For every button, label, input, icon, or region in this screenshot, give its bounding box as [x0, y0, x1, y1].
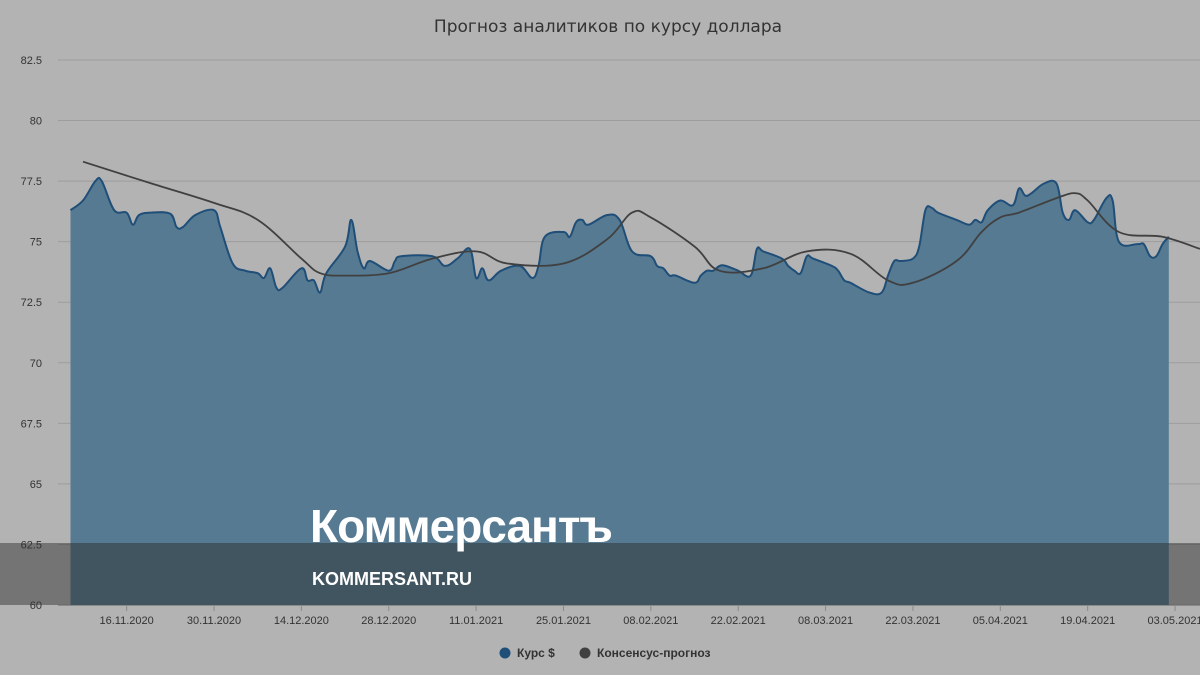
legend-item-rate[interactable]: Курс $ — [499, 646, 556, 660]
x-tick-label: 22.03.2021 — [885, 615, 940, 627]
x-tick-label: 14.12.2020 — [274, 615, 329, 627]
x-tick-label: 11.01.2021 — [449, 615, 503, 627]
y-tick-label: 67.5 — [21, 418, 42, 430]
legend-label-consensus: Консенсус-прогноз — [597, 646, 711, 660]
legend-marker-consensus — [579, 647, 591, 659]
x-tick-label: 05.04.2021 — [973, 615, 1028, 627]
x-tick-label: 25.01.2021 — [536, 615, 591, 627]
x-tick-label: 16.11.2020 — [100, 615, 154, 627]
series-line-rate — [69, 176, 1170, 296]
series-layer — [69, 160, 1200, 605]
axes: 60 62.5 65 67.5 70 72.5 75 77.5 80 82.5 16.11.2020… — [21, 55, 1200, 627]
legend-label-rate: Курс $ — [517, 646, 555, 660]
y-tick-label: 77.5 — [21, 176, 42, 188]
series-line-consensus — [82, 160, 1200, 286]
y-tick-label: 62.5 — [21, 539, 42, 551]
x-tick-label: 08.03.2021 — [798, 615, 853, 627]
x-tick-label: 08.02.2021 — [623, 615, 678, 627]
series-area-rate — [70, 177, 1169, 605]
y-tick-label: 65 — [30, 479, 42, 491]
y-tick-label: 60 — [30, 600, 42, 612]
legend: Курс $ Консенсус-прогноз — [499, 646, 711, 660]
y-tick-label: 82.5 — [21, 55, 42, 67]
watermark-logo: Коммерсантъ — [310, 500, 612, 552]
legend-marker-rate — [499, 647, 511, 659]
y-tick-label: 72.5 — [21, 297, 42, 309]
chart-title: Прогноз аналитиков по курсу доллара — [434, 17, 782, 37]
watermark-overlay — [0, 543, 1200, 605]
y-tick-label: 75 — [30, 237, 42, 249]
watermark-band: Коммерсантъ KOMMERSANT.RU — [0, 500, 1200, 605]
watermark-url: KOMMERSANT.RU — [312, 569, 472, 589]
y-tick-label: 80 — [30, 116, 42, 128]
y-tick-label: 70 — [30, 358, 42, 370]
legend-item-consensus[interactable]: Консенсус-прогноз — [579, 646, 711, 660]
x-tick-label: 28.12.2020 — [361, 615, 416, 627]
x-tick-label: 03.05.2021 — [1148, 615, 1200, 627]
x-tick-label: 22.02.2021 — [711, 615, 766, 627]
x-tick-label: 30.11.2020 — [187, 615, 241, 627]
x-tick-label: 19.04.2021 — [1060, 615, 1115, 627]
